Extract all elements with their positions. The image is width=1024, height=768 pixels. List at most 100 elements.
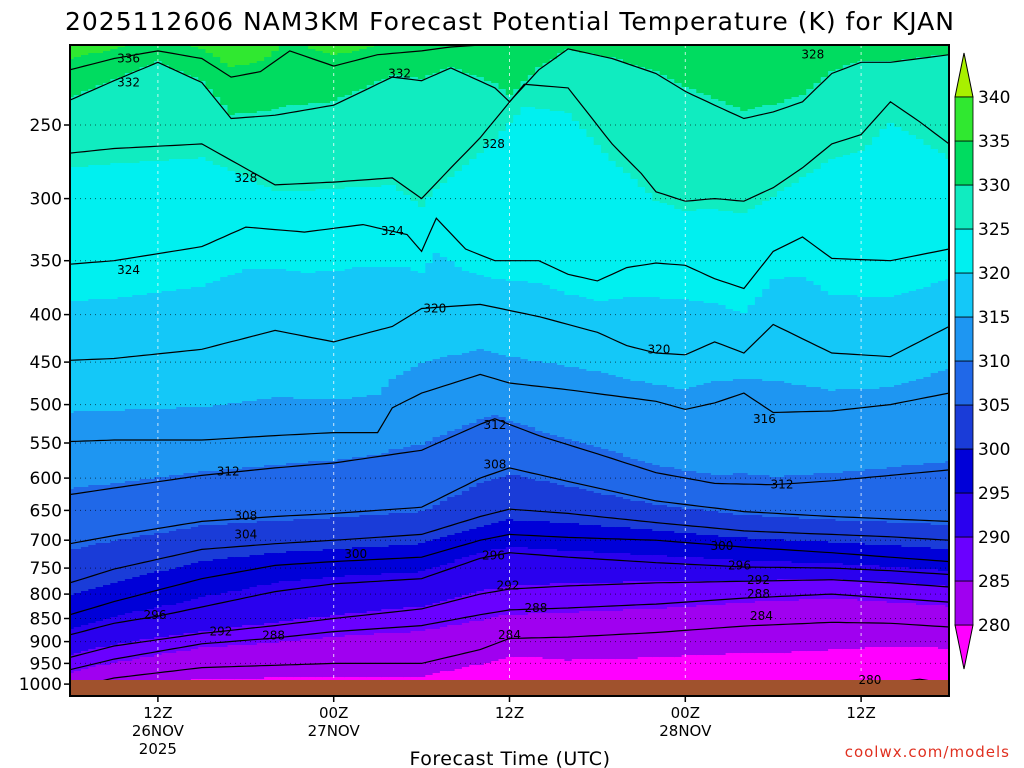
fill-cell	[410, 607, 419, 632]
fill-cell	[747, 209, 756, 306]
fill-cell	[491, 549, 500, 590]
fill-cell	[198, 81, 207, 158]
svg-text:332: 332	[388, 67, 411, 81]
fill-cell	[234, 627, 243, 646]
fill-cell	[652, 555, 661, 582]
fill-cell	[396, 45, 404, 76]
fill-cell	[608, 583, 617, 612]
fill-cell	[388, 185, 397, 268]
fill-cell	[549, 111, 558, 290]
fill-cell	[667, 205, 675, 300]
fill-cell	[557, 291, 565, 366]
fill-cell	[439, 601, 448, 628]
fill-cell	[769, 279, 778, 382]
site-credit[interactable]: coolwx.com/models	[845, 743, 1010, 761]
fill-cell	[659, 505, 668, 532]
fill-cell	[476, 349, 485, 420]
fill-cell	[352, 457, 360, 518]
isentrope-332	[70, 48, 949, 120]
fill-cell	[249, 63, 258, 114]
fill-cell	[124, 409, 133, 482]
svg-text:312: 312	[483, 418, 506, 432]
fill-cell	[476, 153, 485, 276]
fill-cell	[901, 59, 910, 132]
fill-cell	[300, 399, 309, 464]
fill-cell	[293, 519, 302, 552]
fill-cell	[227, 115, 236, 172]
fill-cell	[161, 637, 170, 654]
fill-cell	[461, 165, 470, 272]
fill-cell	[703, 95, 712, 210]
fill-cell	[535, 109, 543, 284]
svg-text:300: 300	[344, 547, 367, 561]
fill-cell	[894, 45, 902, 62]
fill-cell	[447, 431, 456, 498]
fill-cell	[146, 609, 155, 640]
fill-cell	[857, 649, 866, 696]
fill-cell	[132, 409, 141, 482]
fill-cell	[820, 45, 829, 78]
fill-cell	[791, 651, 800, 696]
fill-cell	[234, 173, 243, 274]
fill-cell	[557, 659, 565, 696]
fill-cell	[491, 279, 500, 354]
fill-cell	[183, 289, 192, 408]
fill-cell	[637, 67, 646, 188]
contour-label-320: 320	[647, 342, 670, 356]
fill-cell	[330, 189, 338, 272]
fill-cell	[271, 191, 280, 270]
fill-cell	[139, 409, 148, 480]
isentrope-336	[70, 45, 635, 78]
fill-cell	[300, 463, 309, 520]
fill-cell	[776, 653, 785, 696]
fill-cell	[381, 267, 390, 388]
fill-cell	[886, 583, 895, 604]
fill-cell	[264, 399, 272, 466]
fill-cell	[813, 519, 822, 542]
fill-cell	[264, 269, 272, 400]
fill-cell	[718, 101, 727, 212]
fill-cell	[835, 563, 844, 580]
fill-cell	[117, 483, 126, 540]
fill-cell	[549, 613, 558, 660]
fill-cell	[469, 273, 478, 352]
fill-cell	[689, 581, 697, 608]
fill-cell	[483, 145, 492, 278]
fill-cell	[476, 621, 485, 666]
fill-cell	[798, 541, 807, 564]
fill-cell	[205, 595, 214, 632]
fill-cell	[850, 153, 858, 296]
fill-cell	[234, 403, 243, 470]
fill-cell	[264, 111, 272, 188]
fill-cell	[659, 203, 668, 300]
fill-cell	[667, 657, 675, 696]
fill-cell	[432, 567, 441, 604]
isentrope-320	[70, 303, 949, 361]
fill-cell	[344, 613, 353, 636]
fill-cell	[264, 521, 272, 554]
fill-cell	[689, 301, 697, 388]
fill-cell	[725, 537, 734, 560]
fill-cell	[103, 165, 111, 300]
fill-cell	[337, 549, 346, 578]
fill-cell	[110, 163, 119, 300]
fill-cell	[850, 471, 858, 522]
fill-cell	[344, 53, 353, 96]
fill-cell	[249, 467, 258, 524]
y-axis: 250 300 350 400 450 500 550 600 650 700 750 800 850 9…	[19, 116, 70, 695]
fill-cell	[564, 583, 573, 614]
fill-cell	[601, 449, 609, 496]
fill-cell	[542, 363, 551, 434]
fill-cell	[344, 549, 353, 576]
fill-cell	[198, 407, 207, 472]
fill-cell	[579, 583, 587, 612]
fill-cell	[710, 559, 719, 582]
fill-cell	[417, 631, 426, 678]
fill-cell	[205, 53, 214, 90]
fill-cell	[322, 271, 331, 400]
fill-cell	[264, 623, 272, 644]
fill-cell	[864, 469, 873, 522]
fill-cell	[916, 569, 924, 586]
fill-cell	[432, 189, 441, 254]
fill-cell	[776, 191, 785, 280]
